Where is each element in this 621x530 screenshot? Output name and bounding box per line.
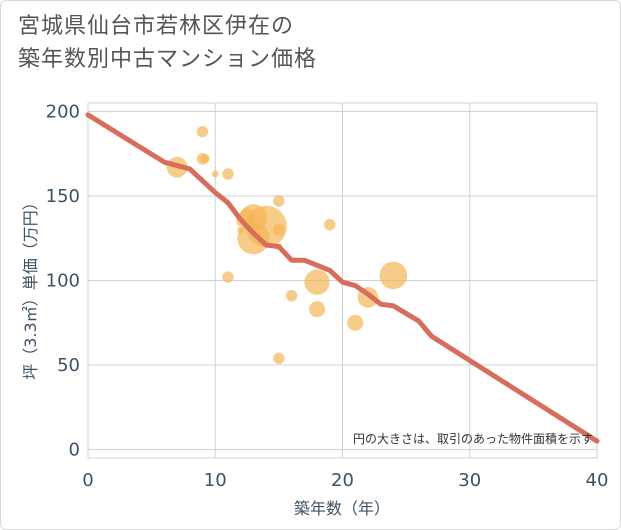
bubble-point-1 — [196, 125, 209, 138]
x-axis-label: 築年数（年） — [294, 499, 390, 518]
x-tick-labels: 0 10 20 30 40 — [82, 470, 608, 491]
bubble-point-3 — [200, 154, 210, 164]
y-tick-label-0: 0 — [69, 440, 80, 461]
bubble-point-16 — [273, 352, 285, 365]
y-axis-label: 坪（3.3㎡）単価（万円） — [21, 194, 40, 379]
x-tick-label-1: 10 — [204, 470, 227, 491]
grid-lines — [87, 103, 598, 458]
bubble-point-5 — [222, 168, 234, 180]
x-tick-label-3: 30 — [458, 470, 481, 491]
bubble-point-23 — [379, 261, 408, 290]
y-tick-label-3: 150 — [46, 186, 80, 207]
trend-line — [85, 112, 600, 444]
bubble-point-6 — [222, 271, 234, 283]
bubble-point-4 — [211, 170, 219, 178]
bubble-point-14 — [273, 224, 285, 236]
chart-title: 宮城県仙台市若林区伊在の 築年数別中古マンション価格 — [18, 10, 317, 76]
bubble-point-13 — [273, 195, 285, 207]
x-tick-label-0: 0 — [82, 470, 93, 491]
chart-title-line-1: 宮城県仙台市若林区伊在の — [18, 14, 295, 39]
bubble-point-19 — [309, 301, 326, 318]
bubble-point-20 — [324, 218, 336, 231]
bubble-point-17 — [285, 289, 298, 302]
y-tick-label-4: 200 — [46, 101, 80, 122]
y-tick-labels: 0 50 100 150 200 — [46, 101, 80, 460]
bubble-point-18 — [304, 269, 330, 295]
x-tick-label-2: 20 — [331, 470, 354, 491]
y-tick-label-2: 100 — [46, 271, 80, 292]
x-tick-label-4: 40 — [586, 470, 609, 491]
chart-note: 円の大きさは、取引のあった物件面積を示す — [353, 431, 593, 446]
bubble-point-21 — [347, 314, 364, 331]
y-tick-label-1: 50 — [57, 355, 80, 376]
chart-title-line-2: 築年数別中古マンション価格 — [18, 47, 318, 72]
